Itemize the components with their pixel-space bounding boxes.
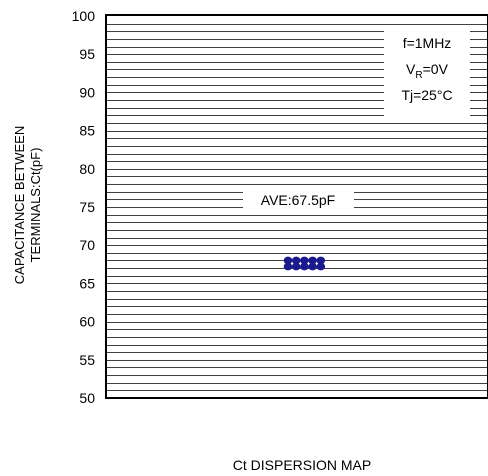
data-point [300,262,309,271]
y-tick-label: 100 [72,8,96,24]
average-label: AVE:67.5pF [261,192,335,208]
conditions-box [384,28,470,120]
data-point [308,256,317,265]
data-point [283,262,293,271]
data-point [316,262,326,271]
y-tick-labels: 100 95 90 85 80 75 70 65 60 55 50 [72,8,96,406]
y-tick-label: 65 [79,275,95,291]
y-tick-label: 55 [79,352,95,368]
y-axis-label-line2: TERMINALS:Ct(pF) [28,148,43,263]
data-point [308,262,317,271]
y-tick-label: 80 [79,161,95,177]
condition-reverse-voltage: VR=0V [406,61,449,81]
y-axis-label-line1: CAPACITANCE BETWEEN [12,126,27,284]
y-tick-label: 95 [79,46,95,62]
y-tick-label: 75 [79,199,95,215]
data-point [283,256,293,265]
data-point [300,256,309,265]
vr-value: =0V [423,61,449,77]
chart-title: Ct DISPERSION MAP [233,457,371,473]
y-tick-label: 90 [79,84,95,100]
y-tick-label: 50 [79,390,95,406]
condition-frequency: f=1MHz [403,35,452,51]
data-point [291,262,301,271]
vr-main: V [406,61,416,77]
y-tick-label: 60 [79,314,95,330]
data-point [316,256,326,265]
y-tick-label: 85 [79,123,95,139]
condition-junction-temp: Tj=25°C [401,87,452,103]
vr-subscript: R [415,70,422,81]
data-points [283,256,326,271]
y-tick-label: 70 [79,237,95,253]
data-point [291,256,301,265]
average-label-box [243,187,354,211]
